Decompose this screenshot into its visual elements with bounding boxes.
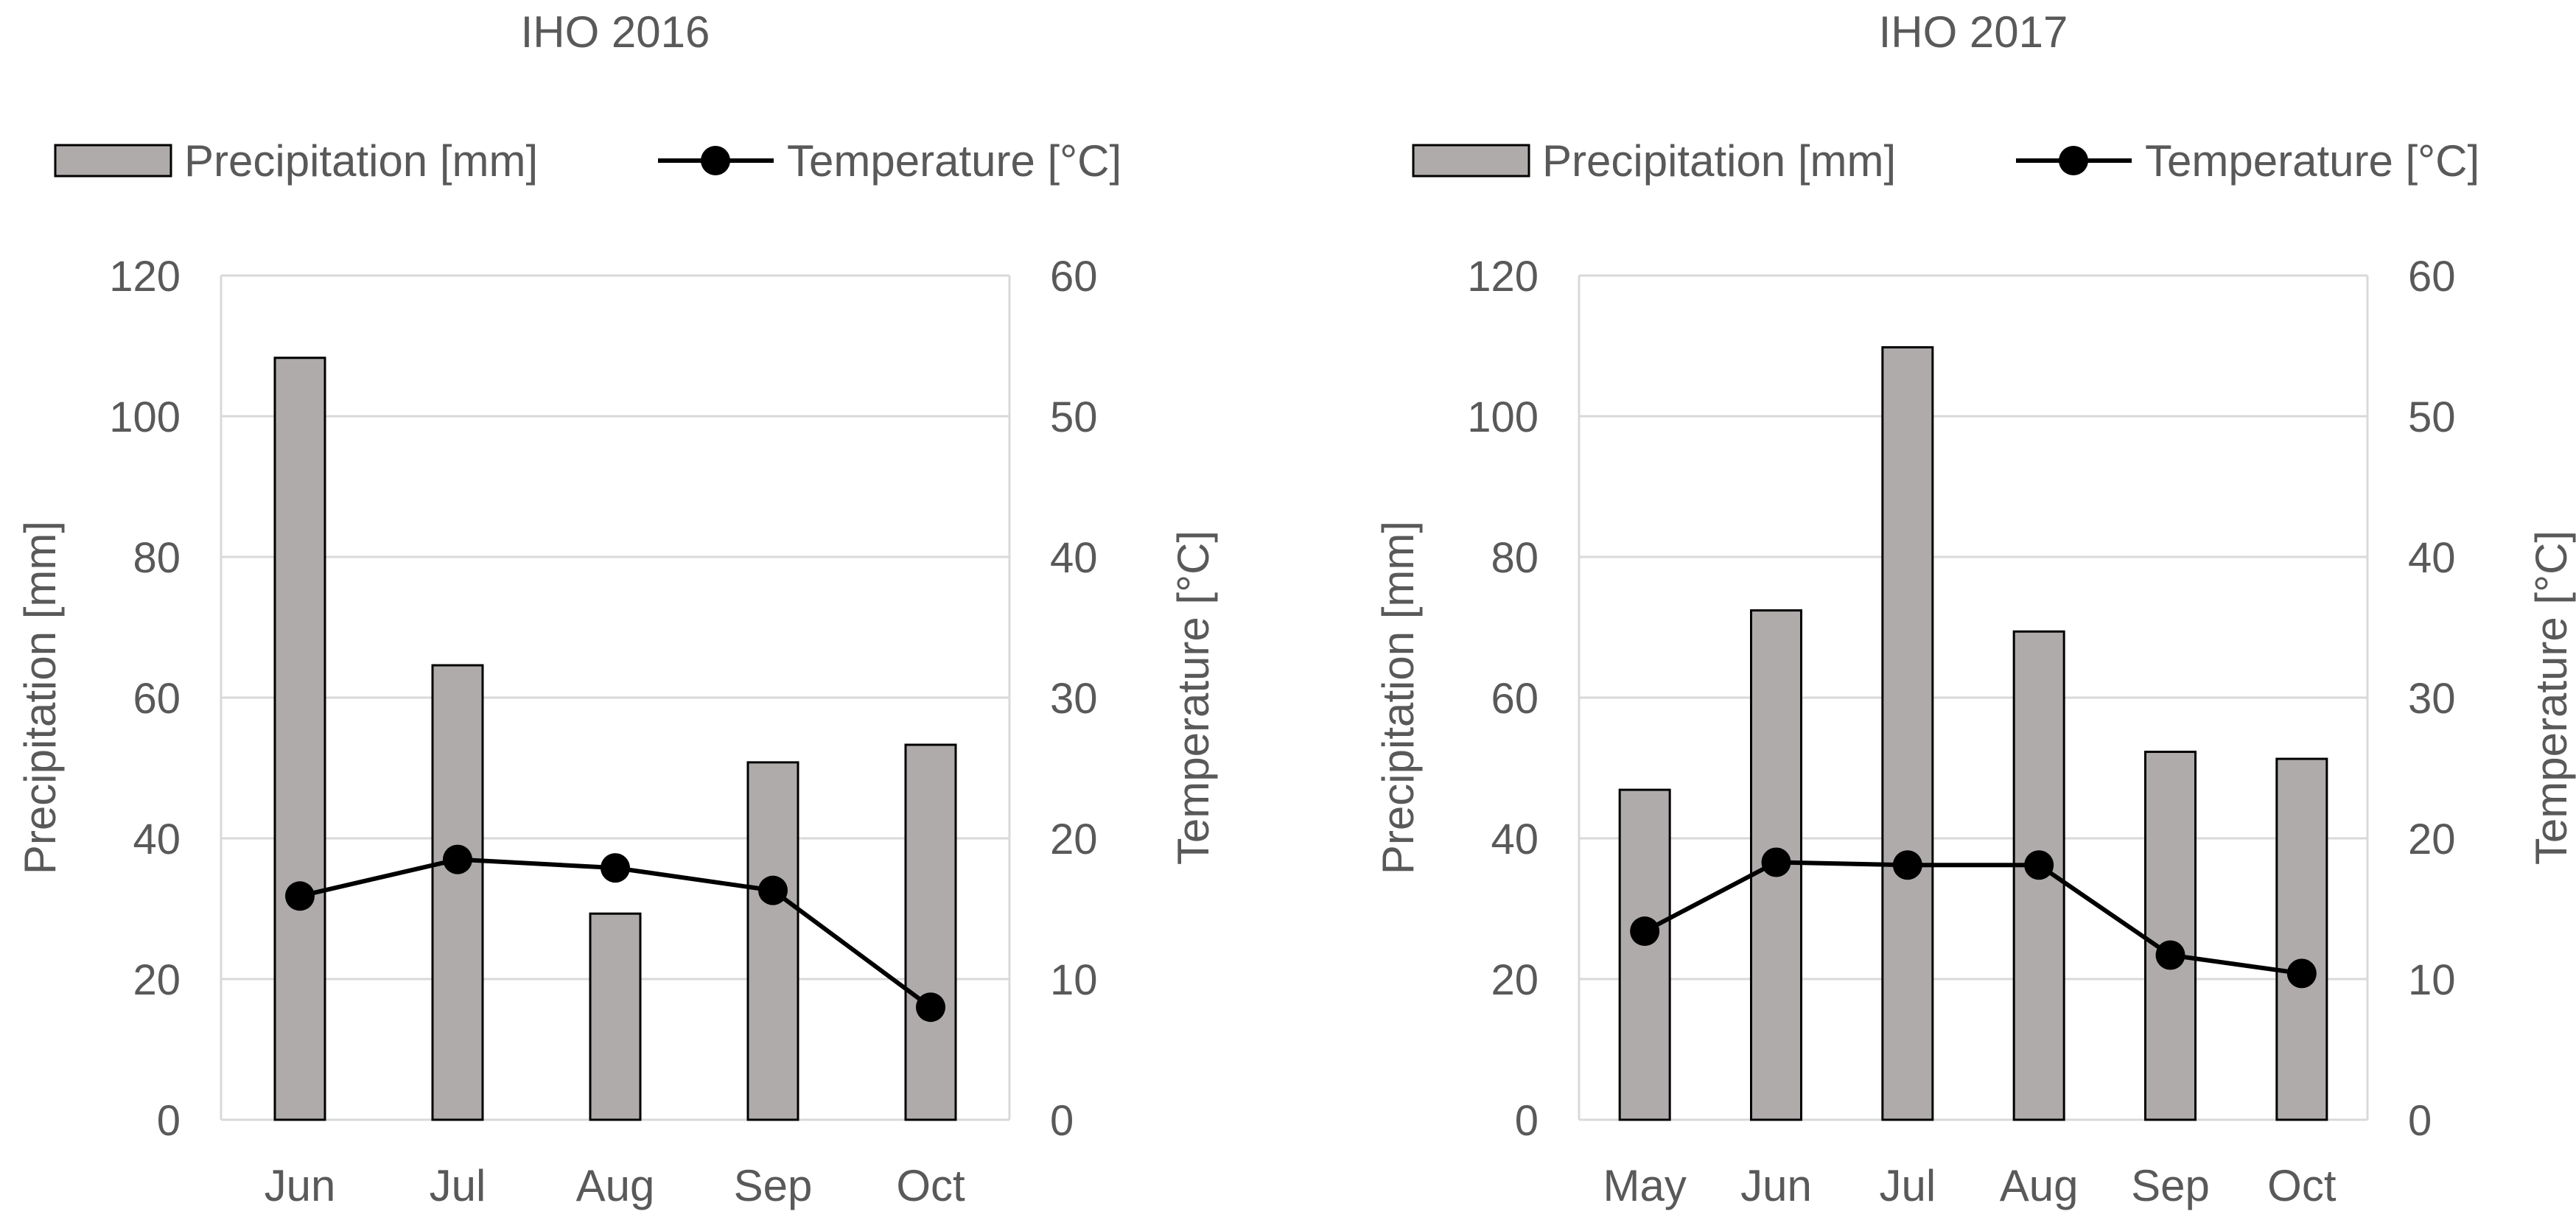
chart-title: IHO 2017 — [1879, 7, 2068, 57]
y2-tick-label: 40 — [2408, 534, 2456, 582]
precipitation-bar — [1881, 346, 1934, 1121]
legend-temperature-marker — [701, 146, 730, 175]
y-tick-label: 40 — [1491, 816, 1539, 863]
y-tick-label: 120 — [1467, 253, 1539, 301]
y-tick-label: 100 — [1467, 393, 1539, 441]
temperature-point — [916, 992, 945, 1023]
y-tick-label: 0 — [157, 1097, 181, 1145]
y-tick-label: 60 — [133, 675, 181, 723]
y2-tick-label: 0 — [1050, 1097, 1074, 1145]
x-tick-label: Aug — [2000, 1161, 2079, 1210]
y2-tick-label: 20 — [1050, 816, 1098, 863]
y2-tick-label: 50 — [1050, 393, 1098, 441]
y-tick-label: 20 — [133, 956, 181, 1004]
legend-precipitation-swatch — [54, 144, 172, 178]
temperature-point — [1630, 916, 1660, 947]
y-tick-label: 60 — [1491, 675, 1539, 723]
y2-tick-label: 30 — [1050, 675, 1098, 723]
x-tick-label: Jul — [430, 1161, 486, 1210]
x-tick-label: Oct — [896, 1161, 965, 1210]
precipitation-bar — [904, 743, 957, 1121]
y2-tick-label: 0 — [2408, 1097, 2432, 1145]
legend-precipitation-label: Precipitation [mm] — [1542, 136, 1896, 186]
temperature-line — [1643, 860, 2303, 976]
y-tick-label: 120 — [109, 253, 181, 301]
y2-tick-label: 30 — [2408, 675, 2456, 723]
y2-tick-label: 40 — [1050, 534, 1098, 582]
temperature-point — [2286, 958, 2317, 989]
x-tick-label: Jul — [1879, 1161, 1936, 1210]
temperature-point — [285, 881, 315, 911]
y-tick-label: 80 — [1491, 534, 1539, 582]
x-tick-label: Sep — [734, 1161, 813, 1210]
temperature-point — [2155, 940, 2185, 970]
chart-title: IHO 2016 — [521, 7, 710, 57]
x-tick-label: Jun — [1740, 1161, 1812, 1210]
y-axis-title: Precipitation [mm] — [1373, 521, 1423, 874]
x-tick-label: Jun — [265, 1161, 336, 1210]
legend-temperature-label: Temperature [°C] — [2145, 136, 2479, 186]
y-tick-label: 40 — [133, 816, 181, 863]
temperature-point — [758, 875, 788, 905]
legend-precipitation-label: Precipitation [mm] — [184, 136, 538, 186]
precipitation-bar — [273, 357, 326, 1121]
legend-precipitation-swatch — [1412, 144, 1530, 178]
temperature-point — [1892, 850, 1922, 880]
x-tick-label: May — [1603, 1161, 1686, 1210]
temperature-point — [2024, 850, 2054, 880]
y-axis-title: Precipitation [mm] — [15, 521, 65, 874]
precipitation-bar — [1618, 788, 1671, 1121]
x-tick-label: Aug — [576, 1161, 655, 1210]
temperature-point — [601, 853, 630, 883]
precipitation-bar — [589, 912, 642, 1121]
x-tick-label: Oct — [2267, 1161, 2337, 1210]
precipitation-bar — [431, 664, 484, 1121]
y2-tick-label: 20 — [2408, 816, 2456, 863]
y-tick-label: 100 — [109, 393, 181, 441]
y2-tick-label: 10 — [2408, 956, 2456, 1004]
y2-axis-title: Temperature [°C] — [1169, 530, 1218, 865]
temperature-point — [443, 844, 472, 874]
precipitation-bar — [2275, 757, 2328, 1121]
y2-tick-label: 10 — [1050, 956, 1098, 1004]
legend-temperature-marker — [2059, 146, 2088, 175]
legend-temperature-label: Temperature [°C] — [787, 136, 1121, 186]
y2-tick-label: 50 — [2408, 393, 2456, 441]
x-tick-label: Sep — [2131, 1161, 2210, 1210]
y2-axis-title: Temperature [°C] — [2527, 530, 2576, 865]
precipitation-bar — [746, 761, 799, 1121]
y-tick-label: 0 — [1515, 1097, 1539, 1145]
y2-tick-label: 60 — [1050, 253, 1098, 301]
y-tick-label: 80 — [133, 534, 181, 582]
y-tick-label: 20 — [1491, 956, 1539, 1004]
temperature-point — [1761, 847, 1791, 877]
precipitation-bar — [2144, 751, 2197, 1121]
y2-tick-label: 60 — [2408, 253, 2456, 301]
